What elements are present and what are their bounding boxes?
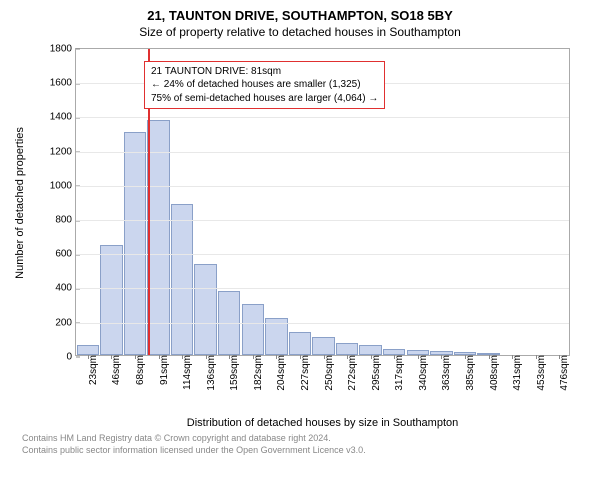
- histogram-bar: [242, 304, 264, 354]
- histogram-bar: [77, 345, 99, 355]
- y-gridline: [76, 220, 569, 221]
- x-tick-label: 385sqm: [460, 355, 476, 391]
- y-gridline: [76, 288, 569, 289]
- y-gridline: [76, 152, 569, 153]
- x-tick-label: 295sqm: [366, 355, 382, 391]
- y-tick: 1000: [50, 180, 76, 191]
- histogram-bar: [100, 245, 122, 355]
- histogram-bar: [194, 264, 216, 355]
- x-tick-label: 159sqm: [224, 355, 240, 391]
- x-tick-label: 68sqm: [130, 355, 146, 385]
- histogram-bar: [289, 332, 311, 355]
- y-gridline: [76, 323, 569, 324]
- x-tick-label: 476sqm: [554, 355, 570, 391]
- callout-line: 21 TAUNTON DRIVE: 81sqm: [151, 65, 378, 79]
- x-tick-label: 46sqm: [106, 355, 122, 385]
- y-tick: 400: [55, 283, 76, 294]
- y-tick: 1800: [50, 43, 76, 54]
- footer-line-2: Contains public sector information licen…: [22, 445, 590, 457]
- histogram-bar: [312, 337, 334, 355]
- x-tick-label: 363sqm: [436, 355, 452, 391]
- y-gridline: [76, 186, 569, 187]
- x-tick-label: 91sqm: [154, 355, 170, 385]
- x-tick-label: 136sqm: [201, 355, 217, 391]
- histogram-bar: [336, 343, 358, 355]
- x-tick-label: 250sqm: [319, 355, 335, 391]
- x-tick-label: 317sqm: [389, 355, 405, 391]
- y-tick: 1600: [50, 78, 76, 89]
- callout-line: 75% of semi-detached houses are larger (…: [151, 92, 378, 106]
- y-tick: 800: [55, 215, 76, 226]
- x-tick-label: 23sqm: [83, 355, 99, 385]
- chart-wrap: Number of detached properties 0200400600…: [20, 43, 580, 431]
- plot-area: 02004006008001000120014001600180023sqm46…: [75, 48, 570, 356]
- histogram-bar: [147, 120, 169, 355]
- footer-line-1: Contains HM Land Registry data © Crown c…: [22, 433, 590, 445]
- x-tick-label: 204sqm: [271, 355, 287, 391]
- footer-credits: Contains HM Land Registry data © Crown c…: [10, 433, 590, 456]
- callout-line: ← 24% of detached houses are smaller (1,…: [151, 78, 378, 92]
- x-tick-label: 182sqm: [248, 355, 264, 391]
- y-tick: 0: [66, 351, 76, 362]
- x-tick-label: 431sqm: [507, 355, 523, 391]
- y-tick: 1400: [50, 112, 76, 123]
- x-tick-label: 272sqm: [342, 355, 358, 391]
- x-tick-label: 340sqm: [413, 355, 429, 391]
- y-tick: 1200: [50, 146, 76, 157]
- x-axis-label: Distribution of detached houses by size …: [75, 417, 570, 429]
- callout-box: 21 TAUNTON DRIVE: 81sqm← 24% of detached…: [144, 61, 385, 110]
- chart-title-sub: Size of property relative to detached ho…: [10, 25, 590, 39]
- y-gridline: [76, 117, 569, 118]
- y-tick: 600: [55, 249, 76, 260]
- x-tick-label: 114sqm: [177, 355, 193, 390]
- y-axis-label: Number of detached properties: [14, 127, 26, 279]
- histogram-bar: [171, 204, 193, 355]
- x-tick-label: 408sqm: [484, 355, 500, 391]
- chart-container: 21, TAUNTON DRIVE, SOUTHAMPTON, SO18 5BY…: [0, 0, 600, 500]
- histogram-bar: [359, 345, 381, 354]
- x-tick-label: 227sqm: [295, 355, 311, 391]
- y-gridline: [76, 254, 569, 255]
- chart-title-main: 21, TAUNTON DRIVE, SOUTHAMPTON, SO18 5BY: [10, 8, 590, 25]
- histogram-bar: [124, 132, 146, 354]
- y-tick: 200: [55, 317, 76, 328]
- x-tick-label: 453sqm: [531, 355, 547, 391]
